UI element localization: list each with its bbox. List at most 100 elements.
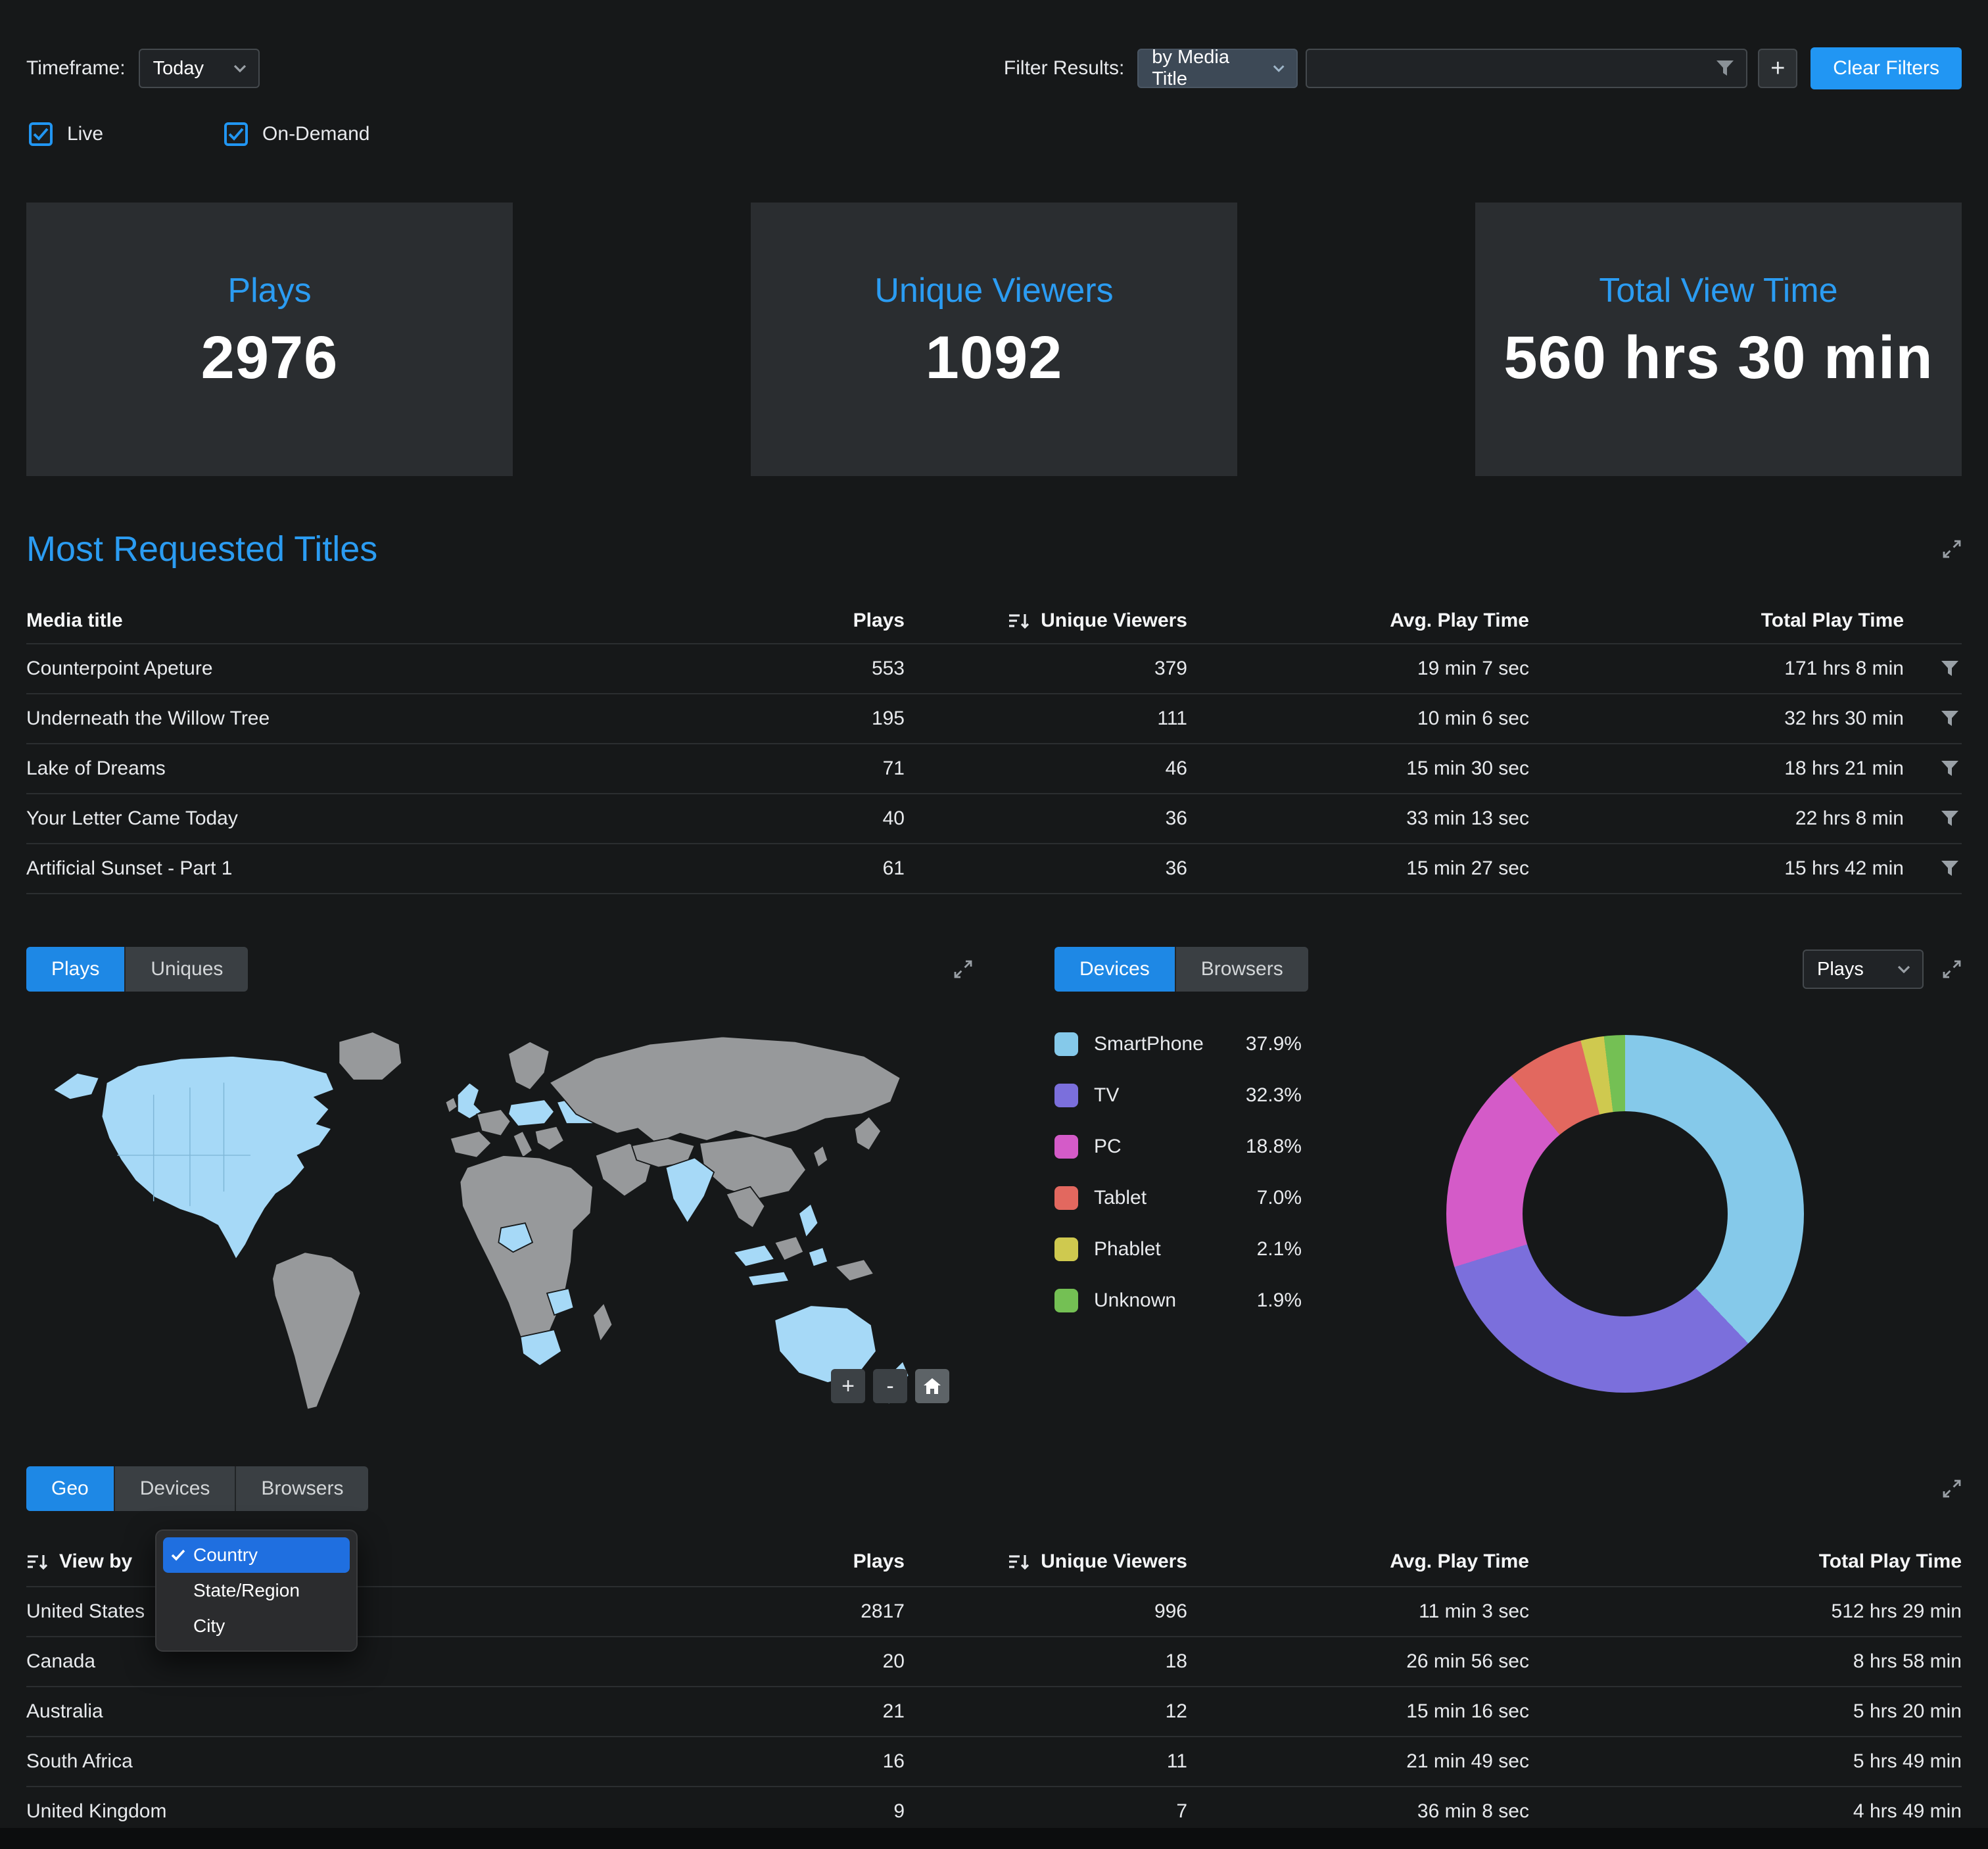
legend-item: Tablet 7.0% (1054, 1185, 1302, 1211)
total-cell: 5 hrs 49 min (1853, 1750, 1962, 1772)
menu-item-country[interactable]: Country (163, 1537, 350, 1573)
home-icon (924, 1378, 941, 1394)
legend-swatch (1054, 1084, 1078, 1107)
country-cell: United States (26, 1600, 145, 1622)
ondemand-label: On-Demand (262, 123, 370, 145)
total-cell: 8 hrs 58 min (1853, 1650, 1962, 1672)
avg-cell: 15 min 27 sec (1406, 857, 1529, 879)
total-view-time-card-value: 560 hrs 30 min (1503, 324, 1933, 391)
tab-browsers[interactable]: Browsers (236, 1466, 369, 1511)
media-title-cell: Counterpoint Apeture (26, 658, 213, 679)
ondemand-checkbox[interactable]: On-Demand (224, 122, 369, 146)
legend-swatch (1054, 1186, 1078, 1210)
table-row: Lake of Dreams 71 46 15 min 30 sec 18 hr… (26, 744, 1962, 794)
legend-swatch (1054, 1237, 1078, 1261)
row-filter-icon[interactable] (1904, 760, 1962, 777)
legend-item: TV 32.3% (1054, 1082, 1302, 1109)
legend-pct: 18.8% (1245, 1136, 1302, 1157)
view-by-control[interactable]: View by (26, 1550, 734, 1573)
live-label: Live (67, 123, 104, 145)
table-row: Canada 20 18 26 min 56 sec 8 hrs 58 min (26, 1637, 1962, 1687)
map-home-button[interactable] (915, 1369, 949, 1403)
row-filter-icon[interactable] (1904, 860, 1962, 877)
kpi-cards: Plays 2976 Unique Viewers 1092 Total Vie… (0, 203, 1988, 476)
clear-filters-button[interactable]: Clear Filters (1810, 47, 1962, 89)
timeframe-select[interactable]: Today (138, 49, 260, 88)
col-plays[interactable]: Plays (853, 1550, 905, 1572)
tab-uniques[interactable]: Uniques (126, 947, 248, 992)
col-total-play-time[interactable]: Total Play Time (1761, 610, 1904, 631)
device-legend: SmartPhone 37.9% TV 32.3% PC 18.8% (1054, 1031, 1302, 1339)
legend-label: PC (1094, 1136, 1122, 1157)
media-title-cell: Lake of Dreams (26, 757, 166, 779)
unique-viewers-card-value: 1092 (925, 324, 1063, 391)
donut-metric-select[interactable]: Plays (1803, 949, 1924, 989)
row-filter-icon[interactable] (1904, 810, 1962, 827)
total-cell: 32 hrs 30 min (1784, 708, 1904, 729)
col-unique-viewers[interactable]: Unique Viewers (905, 1550, 1187, 1573)
menu-item-state-region[interactable]: State/Region (163, 1573, 350, 1608)
unique-viewers-card: Unique Viewers 1092 (751, 203, 1237, 476)
media-title-cell: Artificial Sunset - Part 1 (26, 857, 233, 879)
filter-value-input[interactable] (1319, 57, 1716, 80)
plays-cell: 2817 (861, 1600, 905, 1622)
tab-plays[interactable]: Plays (26, 947, 126, 992)
total-cell: 171 hrs 8 min (1784, 658, 1904, 679)
unique-cell: 12 (1165, 1700, 1187, 1722)
zoom-in-button[interactable]: + (831, 1369, 865, 1403)
tab-geo[interactable]: Geo (26, 1466, 115, 1511)
legend-pct: 1.9% (1256, 1289, 1302, 1311)
devices-donut[interactable] (1446, 1035, 1804, 1393)
add-filter-label: + (1770, 54, 1786, 82)
total-view-time-card: Total View Time 560 hrs 30 min (1475, 203, 1962, 476)
devices-tabs: Devices Browsers (1054, 947, 1308, 992)
legend-swatch (1054, 1032, 1078, 1056)
expand-icon[interactable] (1942, 539, 1962, 559)
tab-devices[interactable]: Devices (114, 1466, 237, 1511)
world-map[interactable] (26, 1010, 947, 1422)
menu-item-city[interactable]: City (163, 1608, 350, 1644)
table-row: Underneath the Willow Tree 195 111 10 mi… (26, 694, 1962, 744)
expand-icon[interactable] (1942, 1479, 1962, 1499)
most-requested-table: Media title Plays Unique Viewers Avg. Pl… (26, 598, 1962, 894)
bottom-scrollbar-track[interactable] (0, 1828, 1988, 1849)
expand-icon[interactable] (1942, 959, 1962, 979)
checkmark-icon (171, 1549, 193, 1561)
funnel-icon (1716, 60, 1734, 76)
col-unique-viewers-label: Unique Viewers (1041, 1550, 1187, 1572)
tab-browsers[interactable]: Browsers (1175, 947, 1308, 992)
view-by-label: View by (59, 1550, 133, 1572)
most-requested-header: Most Requested Titles (0, 529, 1988, 569)
table-row: South Africa 16 11 21 min 49 sec 5 hrs 4… (26, 1737, 1962, 1787)
avg-cell: 36 min 8 sec (1417, 1800, 1529, 1822)
row-filter-icon[interactable] (1904, 710, 1962, 727)
top-toolbar: Timeframe: Today Filter Results: by Medi… (0, 0, 1988, 89)
total-cell: 15 hrs 42 min (1784, 857, 1904, 879)
plays-card-value: 2976 (201, 324, 339, 391)
chevron-down-icon (1897, 965, 1910, 973)
expand-icon[interactable] (953, 959, 973, 979)
col-avg-play-time[interactable]: Avg. Play Time (1390, 1550, 1529, 1572)
legend-label: Tablet (1094, 1187, 1147, 1209)
live-checkbox[interactable]: Live (29, 122, 103, 146)
col-unique-viewers[interactable]: Unique Viewers (905, 610, 1187, 632)
avg-cell: 15 min 16 sec (1406, 1700, 1529, 1722)
total-view-time-card-label: Total View Time (1599, 272, 1838, 310)
checkbox-checked-icon (224, 122, 248, 146)
row-filter-icon[interactable] (1904, 660, 1962, 677)
filter-value-field[interactable] (1306, 49, 1748, 88)
col-plays[interactable]: Plays (853, 610, 905, 631)
col-total-play-time[interactable]: Total Play Time (1818, 1550, 1962, 1572)
filter-by-select[interactable]: by Media Title (1137, 47, 1298, 89)
sort-desc-icon (1009, 614, 1030, 629)
menu-item-label: City (193, 1616, 225, 1636)
unique-cell: 11 (1166, 1750, 1187, 1772)
col-avg-play-time[interactable]: Avg. Play Time (1390, 610, 1529, 631)
legend-item: SmartPhone 37.9% (1054, 1031, 1302, 1057)
add-filter-button[interactable]: + (1758, 49, 1798, 88)
table-row: Counterpoint Apeture 553 379 19 min 7 se… (26, 644, 1962, 694)
tab-devices[interactable]: Devices (1054, 947, 1176, 992)
unique-cell: 111 (1157, 708, 1187, 729)
unique-cell: 7 (1176, 1800, 1187, 1822)
zoom-out-button[interactable]: - (873, 1369, 907, 1403)
